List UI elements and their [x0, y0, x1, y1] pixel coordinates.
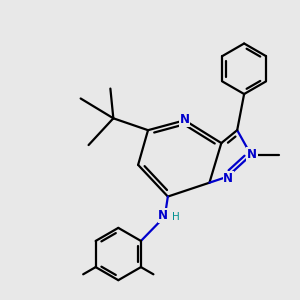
Text: N: N	[223, 172, 233, 185]
Text: N: N	[180, 113, 190, 126]
Text: N: N	[158, 209, 168, 222]
Text: H: H	[172, 212, 180, 222]
Text: N: N	[247, 148, 257, 160]
